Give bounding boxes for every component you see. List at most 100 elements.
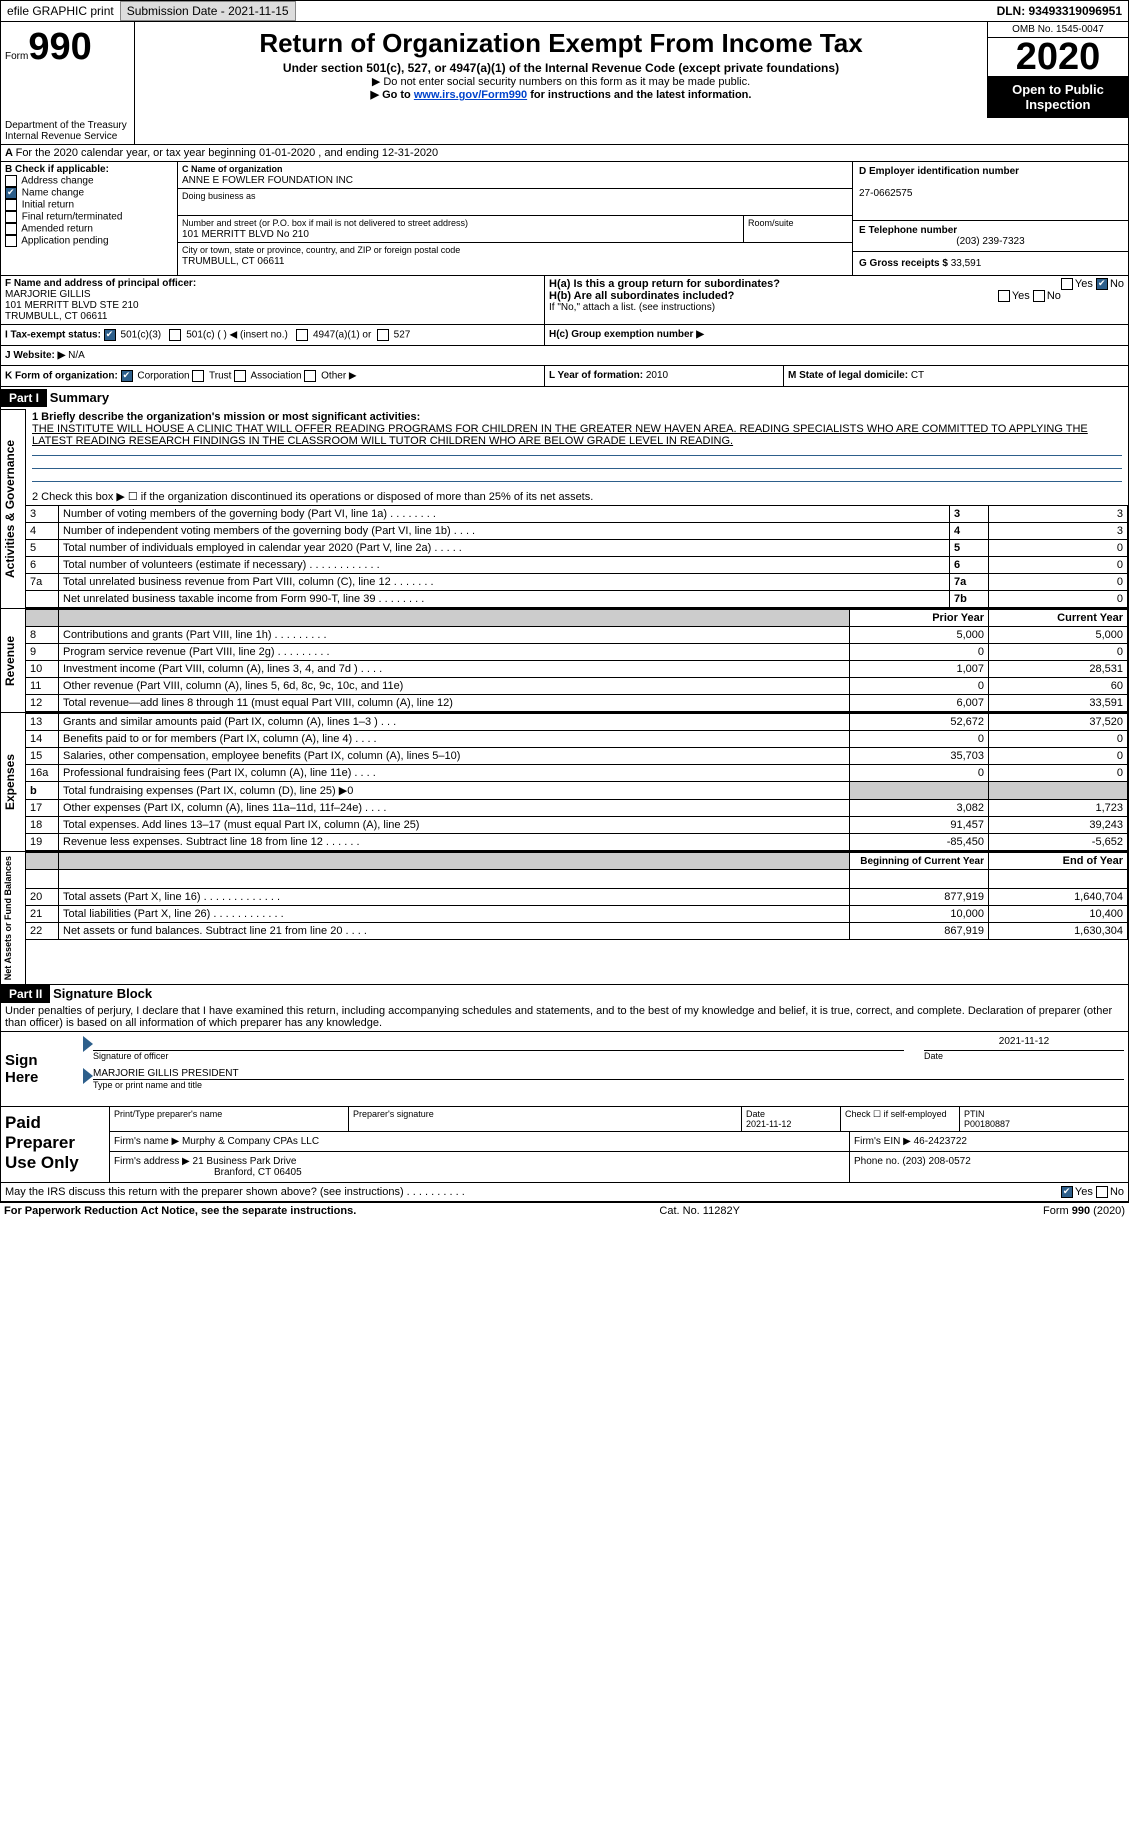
firm-ein: 46-2423722 — [914, 1136, 967, 1147]
line2: 2 Check this box ▶ ☐ if the organization… — [26, 484, 1128, 505]
prep-name-label: Print/Type preparer's name — [114, 1109, 222, 1119]
discuss-line: May the IRS discuss this return with the… — [1, 1182, 1128, 1201]
officer-addr2: TRUMBULL, CT 06611 — [5, 311, 107, 322]
type-name-label: Type or print name and title — [93, 1080, 202, 1090]
footer-right: Form 990 (2020) — [1043, 1205, 1125, 1217]
gov-table: 3Number of voting members of the governi… — [26, 505, 1128, 608]
top-bar: efile GRAPHIC print Submission Date - 20… — [0, 0, 1129, 22]
prep-date: 2021-11-12 — [746, 1119, 791, 1129]
box-l: L Year of formation: 2010 — [545, 366, 784, 386]
opt-initial: Initial return — [22, 200, 74, 211]
website-value: N/A — [68, 350, 85, 361]
paid-preparer-label: Paid Preparer Use Only — [1, 1107, 110, 1182]
box-m: M State of legal domicile: CT — [784, 366, 1128, 386]
box-c: C Name of organization ANNE E FOWLER FOU… — [178, 162, 852, 275]
box-e-label: E Telephone number — [859, 225, 957, 236]
form-word: Form — [5, 51, 28, 62]
gross-receipts: 33,591 — [951, 258, 982, 269]
box-h-c: H(c) Group exemption number ▶ — [545, 325, 1128, 345]
box-i: I Tax-exempt status: 501(c)(3) 501(c) ( … — [1, 325, 545, 345]
ssn-note: ▶ Do not enter social security numbers o… — [155, 75, 967, 88]
sign-here-label: Sign Here — [1, 1032, 79, 1106]
side-revenue: Revenue — [1, 609, 19, 712]
revenue-table: Prior YearCurrent Year 8Contributions an… — [26, 609, 1128, 712]
irs-link[interactable]: www.irs.gov/Form990 — [414, 89, 527, 101]
ein-value: 27-0662575 — [859, 188, 912, 199]
box-b-title: B Check if applicable: — [5, 164, 109, 175]
arrow-icon — [83, 1068, 93, 1084]
ptin-value: P00180887 — [964, 1119, 1010, 1129]
box-g-label: G Gross receipts $ — [859, 258, 948, 269]
firm-addr-label: Firm's address ▶ — [114, 1156, 190, 1167]
footer-mid: Cat. No. 11282Y — [659, 1205, 740, 1217]
opt-address-change: Address change — [21, 176, 93, 187]
dba-label: Doing business as — [182, 191, 256, 201]
h-a-label: H(a) Is this a group return for subordin… — [549, 278, 780, 290]
dln-label: DLN: 93493319096951 — [991, 2, 1128, 20]
firm-phone: (203) 208-0572 — [902, 1156, 970, 1167]
submission-date-button[interactable]: Submission Date - 2021-11-15 — [120, 1, 296, 21]
firm-name-label: Firm's name ▶ — [114, 1136, 179, 1147]
dept-treasury: Department of the TreasuryInternal Reven… — [1, 118, 135, 144]
side-expenses: Expenses — [1, 713, 19, 851]
ptin-label: PTIN — [964, 1109, 985, 1119]
opt-amended: Amended return — [21, 224, 93, 235]
opt-name-change: Name change — [22, 188, 84, 199]
mission-text: THE INSTITUTE WILL HOUSE A CLINIC THAT W… — [32, 423, 1088, 447]
firm-phone-label: Phone no. — [854, 1156, 900, 1167]
date-label: Date — [924, 1051, 943, 1061]
goto-note: ▶ Go to www.irs.gov/Form990 for instruct… — [155, 88, 967, 101]
line-a: A For the 2020 calendar year, or tax yea… — [0, 145, 1129, 162]
form-number-block: Form990 — [1, 22, 135, 118]
box-j: J Website: ▶ N/A — [1, 346, 544, 365]
street-label: Number and street (or P.O. box if mail i… — [182, 218, 468, 228]
perjury-declaration: Under penalties of perjury, I declare th… — [1, 1003, 1128, 1031]
tax-year: 2020 — [988, 38, 1128, 76]
sig-officer-label: Signature of officer — [93, 1051, 168, 1061]
part1-label: Part I — [1, 389, 47, 407]
officer-name: MARJORIE GILLIS — [5, 289, 91, 300]
org-name: ANNE E FOWLER FOUNDATION INC — [182, 175, 353, 186]
box-f: F Name and address of principal officer:… — [1, 276, 545, 324]
phone-value: (203) 239-7323 — [859, 236, 1122, 247]
efile-label: efile GRAPHIC print — [1, 2, 120, 20]
prep-sig-label: Preparer's signature — [353, 1109, 434, 1119]
box-deg: D Employer identification number 27-0662… — [852, 162, 1128, 275]
box-b: B Check if applicable: Address change Na… — [1, 162, 178, 275]
netassets-table: Beginning of Current YearEnd of Year 20T… — [26, 852, 1128, 940]
part2-title: Signature Block — [53, 986, 152, 1001]
open-inspection: Open to Public Inspection — [988, 76, 1128, 118]
firm-ein-label: Firm's EIN ▶ — [854, 1136, 911, 1147]
firm-addr2: Branford, CT 06405 — [214, 1167, 302, 1178]
box-f-label: F Name and address of principal officer: — [5, 278, 196, 289]
sig-date: 2021-11-12 — [924, 1036, 1124, 1051]
expenses-table: 13Grants and similar amounts paid (Part … — [26, 713, 1128, 851]
goto-post: for instructions and the latest informat… — [527, 89, 751, 101]
box-d-label: D Employer identification number — [859, 166, 1019, 177]
opt-app-pending: Application pending — [21, 236, 108, 247]
firm-name: Murphy & Company CPAs LLC — [182, 1136, 319, 1147]
goto-pre: ▶ Go to — [371, 89, 414, 101]
opt-final: Final return/terminated — [22, 212, 123, 223]
h-note: If "No," attach a list. (see instruction… — [549, 302, 1124, 313]
line1: 1 Briefly describe the organization's mi… — [26, 409, 1128, 484]
form-number: 990 — [28, 26, 91, 68]
footer-left: For Paperwork Reduction Act Notice, see … — [4, 1205, 356, 1217]
room-label: Room/suite — [748, 218, 794, 228]
box-c-label: C Name of organization — [182, 164, 283, 174]
self-employed: Check ☐ if self-employed — [841, 1107, 960, 1131]
form-subtitle: Under section 501(c), 527, or 4947(a)(1)… — [155, 61, 967, 75]
form-title: Return of Organization Exempt From Incom… — [155, 28, 967, 59]
arrow-icon — [83, 1036, 93, 1052]
side-activities-governance: Activities & Governance — [1, 410, 19, 608]
firm-addr1: 21 Business Park Drive — [193, 1156, 297, 1167]
city-value: TRUMBULL, CT 06611 — [182, 256, 284, 267]
box-h: H(a) Is this a group return for subordin… — [545, 276, 1128, 324]
officer-addr1: 101 MERRITT BLVD STE 210 — [5, 300, 139, 311]
officer-name-title: MARJORIE GILLIS PRESIDENT — [93, 1068, 1124, 1080]
part2-label: Part II — [1, 985, 50, 1003]
street-value: 101 MERRITT BLVD No 210 — [182, 229, 309, 240]
city-label: City or town, state or province, country… — [182, 245, 460, 255]
part1-title: Summary — [50, 390, 109, 405]
h-b-label: H(b) Are all subordinates included? — [549, 290, 734, 302]
